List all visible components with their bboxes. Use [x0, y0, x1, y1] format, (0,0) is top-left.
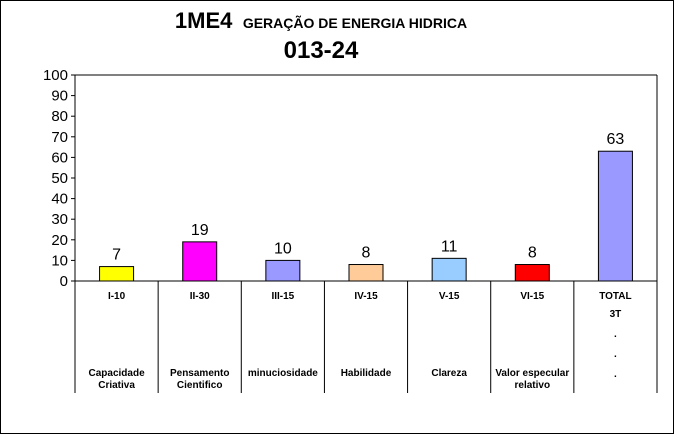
bar	[99, 266, 135, 282]
category-code: V-15	[439, 291, 460, 302]
category-code: VI-15	[520, 291, 544, 302]
data-label: 10	[274, 240, 292, 257]
category-description-line: Valor especular	[495, 368, 569, 379]
bar	[182, 241, 218, 282]
category-description-line: Clareza	[431, 368, 467, 379]
category-code: TOTAL	[599, 291, 631, 302]
data-label: 8	[528, 245, 537, 262]
category-description-line: Criativa	[98, 380, 135, 391]
data-label: 8	[362, 245, 371, 262]
category-code: IV-15	[354, 291, 378, 302]
chart-title-main: 1ME4	[175, 8, 233, 33]
data-label: 63	[607, 131, 625, 148]
y-tick-label: 40	[51, 191, 68, 208]
data-label: 7	[112, 247, 121, 264]
category-code: III-15	[271, 291, 294, 302]
category-code: I-10	[108, 291, 126, 302]
category-description-line: relativo	[514, 380, 550, 391]
y-tick-label: 20	[51, 232, 68, 249]
bar	[265, 259, 301, 282]
category-code: II-30	[190, 291, 210, 302]
chart-title-line2: 013-24	[284, 37, 359, 64]
y-tick-label: 10	[51, 252, 68, 269]
category-description-line: Cientifico	[177, 380, 223, 391]
y-tick-label: 100	[43, 67, 68, 84]
category-description-line: Pensamento	[170, 368, 229, 379]
category-description-line: minuciosidade	[248, 368, 318, 379]
y-tick-label: 80	[51, 108, 68, 125]
category-description-line: Habilidade	[341, 368, 392, 379]
chart-title-sub: GERAÇÃO DE ENERGIA HIDRICA	[243, 14, 467, 31]
bar	[348, 264, 384, 282]
y-tick-label: 70	[51, 129, 68, 146]
category-description-line: .	[614, 369, 617, 380]
y-tick-label: 30	[51, 211, 68, 228]
bars-layer	[99, 150, 633, 282]
bar	[431, 257, 467, 282]
category-description-line: 3T	[610, 309, 622, 320]
y-tick-label: 60	[51, 149, 68, 166]
category-description-line: .	[614, 349, 617, 360]
y-tick-label: 50	[51, 170, 68, 187]
chart-title: 1ME4 GERAÇÃO DE ENERGIA HIDRICA	[175, 8, 467, 33]
data-label: 11	[441, 238, 458, 255]
y-tick-label: 90	[51, 88, 68, 105]
category-description-line: .	[614, 329, 617, 340]
y-tick-label: 0	[60, 273, 68, 290]
category-description-line: Capacidade	[89, 368, 146, 379]
axis-layer: 0 10 20 30 40 50 60 70 80 90 100	[43, 67, 658, 393]
data-label: 19	[191, 222, 209, 239]
bar	[597, 150, 633, 282]
bar	[514, 264, 550, 282]
